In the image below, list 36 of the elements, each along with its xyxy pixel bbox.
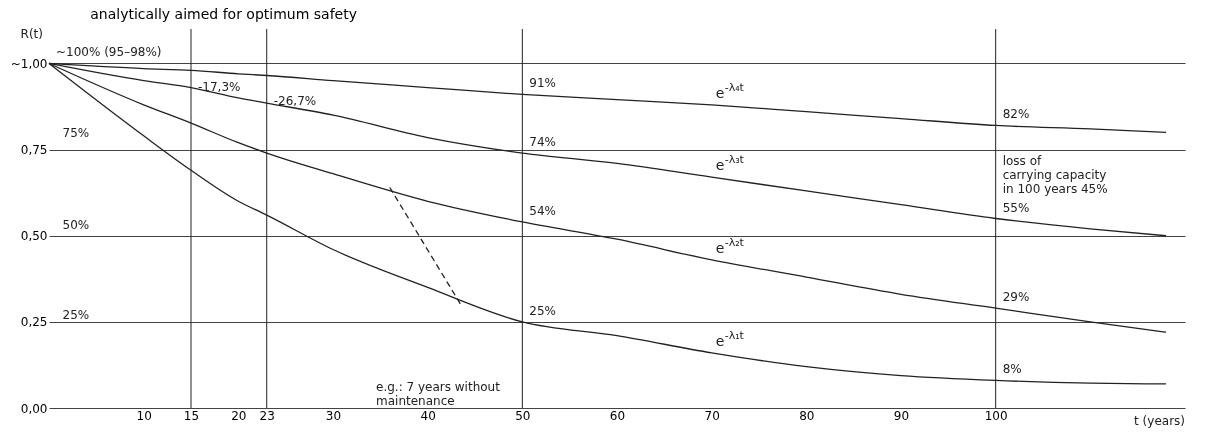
x-tick-label: 80 <box>799 408 815 423</box>
annotation: -17,3% <box>198 79 241 94</box>
y-tick-label: 0,50 <box>20 229 48 244</box>
x-tick-label: 30 <box>325 408 342 423</box>
annotation: 74% <box>529 135 557 150</box>
annotation: 54% <box>529 203 557 218</box>
annotation: 55% <box>1002 200 1030 215</box>
x-tick-label: 50 <box>515 408 531 423</box>
x-tick-label: 70 <box>704 408 720 423</box>
x-tick-label: 100 <box>984 408 1008 423</box>
x-axis-title: t (years) <box>1134 414 1185 428</box>
chart-title: analytically aimed for optimum safety <box>90 6 357 22</box>
annotation: ~100% (95–98%) <box>56 45 162 60</box>
annotation: 91% <box>529 76 557 91</box>
x-tick-label: 10 <box>136 408 152 423</box>
annotation: 82% <box>1002 107 1030 122</box>
x-tick-label: 60 <box>609 408 626 423</box>
y-tick-label: 0,25 <box>20 315 48 330</box>
x-tick-label: 15 <box>183 408 200 423</box>
annotation: 8% <box>1002 362 1022 377</box>
annotation: 25% <box>529 303 557 318</box>
x-tick-label: 20 <box>231 408 247 423</box>
annotation: 50% <box>62 218 90 233</box>
x-tick-label: 40 <box>420 408 436 423</box>
y-tick-label: 0,75 <box>20 143 48 158</box>
x-tick-label: 23 <box>259 408 275 423</box>
annotation: 75% <box>62 125 90 140</box>
annotation: -26,7% <box>273 93 317 108</box>
annotation: loss of carrying capacity in 100 years 45% <box>1002 153 1108 196</box>
x-tick-label: 90 <box>893 408 910 423</box>
annotation: e.g.: 7 years without maintenance <box>376 379 501 408</box>
y-tick-label: ~1,00 <box>10 56 48 71</box>
annotation: 29% <box>1002 290 1030 305</box>
annotation: 25% <box>62 308 90 323</box>
y-axis-title: R(t) <box>20 27 43 41</box>
y-tick-label: 0,00 <box>20 401 48 416</box>
